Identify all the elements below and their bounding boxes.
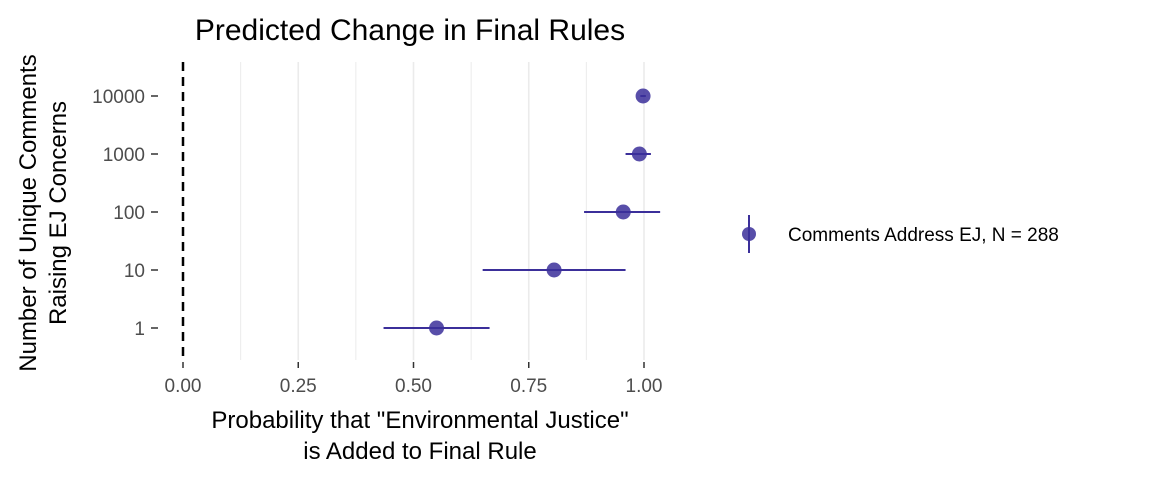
y-tick-label: 10000 — [92, 87, 145, 108]
y-tick-label: 1 — [134, 319, 145, 340]
y-axis-ticks: 1 10 100 1000 10000 — [92, 87, 158, 340]
y-tick-label: 10 — [124, 261, 145, 282]
x-axis-title-line-2: is Added to Final Rule — [303, 438, 536, 465]
x-tick-label: 0.00 — [165, 376, 202, 397]
y-tick-label: 1000 — [103, 145, 145, 166]
data-point — [631, 146, 647, 162]
data-point — [615, 204, 631, 220]
data-point — [635, 88, 651, 104]
y-axis-title-line-2: Raising EJ Concerns — [45, 101, 72, 325]
legend: Comments Address EJ, N = 288 — [742, 215, 1059, 253]
x-tick-label: 0.25 — [280, 376, 317, 397]
x-tick-label: 0.75 — [510, 376, 547, 397]
x-axis-ticks: 0.00 0.25 0.50 0.75 1.00 — [165, 362, 663, 397]
data-marks — [383, 88, 661, 336]
x-tick-label: 1.00 — [626, 376, 663, 397]
y-axis-title-line-1: Number of Unique Comments — [15, 54, 42, 371]
chart-title: Predicted Change in Final Rules — [195, 14, 625, 47]
legend-key-point — [742, 227, 756, 241]
grid-lines — [240, 62, 645, 360]
x-axis-title-line-1: Probability that "Environmental Justice" — [211, 407, 628, 434]
legend-label: Comments Address EJ, N = 288 — [788, 225, 1059, 246]
data-point — [429, 320, 445, 336]
x-tick-label: 0.50 — [395, 376, 432, 397]
y-tick-label: 100 — [113, 203, 145, 224]
data-point — [546, 262, 562, 278]
